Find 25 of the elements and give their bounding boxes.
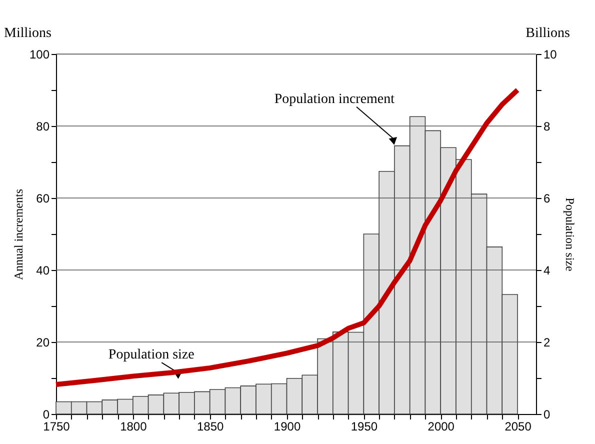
- y2-axis-title: Population size: [562, 198, 577, 272]
- y2-tick-label: 4: [544, 264, 550, 278]
- x-tick-label: 1950: [350, 420, 378, 434]
- y-tick-label: 80: [36, 120, 50, 134]
- x-tick-label: 2050: [504, 420, 532, 434]
- text: Billions: [526, 26, 570, 41]
- y-tick-label: 100: [29, 48, 50, 62]
- y-tick-label: 60: [36, 192, 50, 206]
- y2-tick-label: 2: [544, 336, 550, 350]
- y-tick-label: 0: [42, 408, 50, 422]
- x-tick-label: 1750: [43, 420, 70, 434]
- y2-tick-label: 0: [544, 408, 550, 422]
- y2-tick-label: 6: [544, 192, 550, 206]
- annotation: Population increment: [274, 92, 395, 107]
- x-tick-label: 2000: [428, 420, 455, 434]
- y2-tick-label: 8: [544, 120, 550, 134]
- text: Millions: [4, 26, 52, 41]
- x-tick-label: 1850: [196, 420, 224, 434]
- y-tick-label: 20: [36, 336, 50, 350]
- y-axis-title: Annual increments: [11, 188, 26, 280]
- annotation: Population size: [108, 348, 194, 363]
- y-tick-label: 40: [36, 264, 50, 278]
- x-tick-label: 1900: [274, 420, 301, 434]
- y2-tick-label: 10: [544, 48, 558, 62]
- x-tick-label: 1800: [120, 420, 148, 434]
